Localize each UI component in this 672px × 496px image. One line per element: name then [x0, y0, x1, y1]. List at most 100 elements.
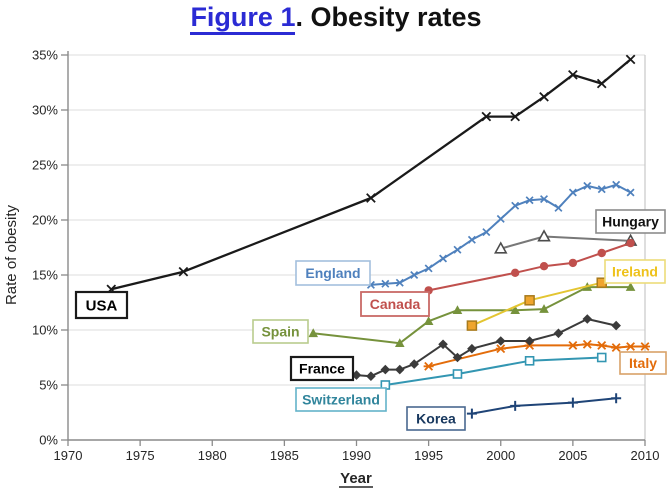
y-tick-label: 5%: [39, 378, 58, 393]
marker-england: [626, 188, 635, 197]
series-label-box: [289, 355, 355, 382]
series-line-usa: [111, 58, 632, 291]
series-line-korea: [471, 397, 617, 415]
marker-canada: [597, 248, 606, 258]
marker-england: [583, 181, 592, 190]
marker-england: [511, 201, 520, 210]
y-tick-label: 15%: [32, 268, 58, 283]
marker-switzerland: [452, 369, 463, 379]
marker-england: [424, 264, 433, 273]
marker-spain: [452, 305, 463, 314]
marker-france: [351, 370, 362, 380]
series-label-text: Hungary: [602, 214, 659, 230]
marker-spain: [394, 338, 405, 347]
x-tick-label: 2000: [486, 448, 515, 463]
marker-england: [612, 180, 621, 189]
marker-canada: [626, 238, 635, 248]
series-label-text: Italy: [629, 355, 657, 371]
y-tick-label: 10%: [32, 323, 58, 338]
marker-france: [452, 352, 463, 363]
series-switzerland: [380, 352, 607, 390]
marker-england: [496, 214, 505, 223]
marker-spain: [539, 304, 549, 313]
series-line-switzerland: [385, 356, 602, 386]
marker-france: [467, 343, 477, 354]
series-line-france: [356, 318, 617, 378]
series-spain: [308, 282, 636, 347]
marker-hungary: [493, 241, 508, 254]
x-tick-label: 1975: [126, 448, 155, 463]
series-label-box: [604, 259, 666, 284]
series-label-hungary: Hungary: [595, 209, 666, 234]
y-axis-title: Rate of obesity: [3, 204, 20, 305]
series-label-text: Korea: [416, 411, 456, 427]
series-line-england: [370, 183, 632, 286]
marker-england: [525, 196, 534, 205]
marker-switzerland: [524, 355, 535, 366]
marker-spain: [423, 316, 434, 325]
series-label-box: [406, 406, 466, 431]
marker-korea: [466, 408, 477, 419]
marker-usa: [178, 266, 189, 277]
series-label-text: Canada: [370, 296, 421, 312]
marker-usa: [596, 78, 607, 89]
marker-italy: [582, 339, 593, 349]
marker-canada: [539, 262, 549, 271]
series-label-canada: Canada: [360, 291, 430, 317]
series-label-korea: Korea: [406, 406, 466, 431]
marker-france: [366, 371, 376, 381]
marker-canada: [568, 258, 578, 268]
marker-usa: [625, 54, 636, 65]
marker-italy: [495, 344, 506, 354]
marker-korea: [567, 397, 578, 408]
series-label-text: France: [299, 361, 345, 377]
marker-usa: [568, 69, 578, 80]
marker-italy: [625, 342, 636, 351]
series-label-box: [295, 260, 371, 286]
y-tick-label: 20%: [32, 213, 58, 228]
x-tick-label: 2005: [558, 448, 587, 463]
series-label-box: [595, 209, 666, 234]
figure-link[interactable]: Figure 1: [190, 2, 296, 35]
series-label-text: Spain: [261, 324, 299, 340]
marker-spain: [625, 282, 636, 291]
x-tick-label: 2010: [631, 448, 660, 463]
title-rest: . Obesity rates: [295, 2, 482, 32]
marker-italy: [640, 342, 650, 351]
series-label-text: England: [305, 265, 360, 281]
series-ireland: [466, 277, 607, 331]
x-tick-label: 1990: [342, 448, 371, 463]
marker-italy: [596, 340, 607, 350]
marker-italy: [567, 340, 578, 350]
marker-england: [439, 254, 448, 263]
series-label-text: USA: [86, 297, 118, 314]
marker-usa: [510, 111, 521, 122]
marker-england: [410, 270, 419, 280]
marker-usa: [481, 111, 492, 122]
series-label-box: [619, 351, 667, 375]
marker-canada: [510, 268, 520, 277]
marker-france: [495, 336, 506, 346]
series-line-spain: [313, 286, 631, 345]
x-tick-label: 1970: [54, 448, 83, 463]
series-england: [366, 180, 635, 289]
marker-spain: [510, 305, 520, 314]
series-label-ireland: Ireland: [604, 259, 666, 284]
marker-england: [395, 278, 404, 287]
x-tick-label: 1980: [198, 448, 227, 463]
marker-england: [540, 195, 549, 204]
marker-france: [409, 359, 419, 369]
y-tick-label: 35%: [32, 48, 58, 63]
marker-france: [438, 339, 448, 350]
marker-france: [553, 328, 564, 339]
marker-ireland: [524, 295, 535, 306]
marker-england: [381, 279, 390, 288]
series-label-spain: Spain: [252, 319, 309, 344]
marker-england: [482, 228, 491, 237]
series-label-usa: USA: [74, 290, 129, 320]
chart-title: Figure 1. Obesity rates: [0, 2, 672, 35]
marker-italy: [611, 343, 622, 353]
series-label-italy: Italy: [619, 351, 667, 375]
series-korea: [466, 393, 622, 419]
